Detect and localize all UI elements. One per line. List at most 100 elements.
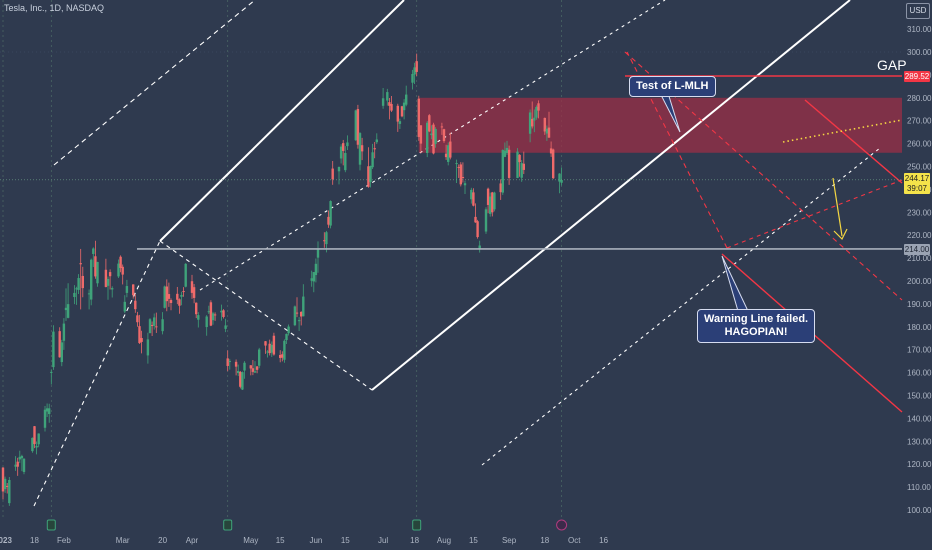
candle-body <box>104 269 108 287</box>
event-marker <box>46 519 56 531</box>
time-tick-label: 20 <box>158 536 167 545</box>
price-label-support: 214.00 <box>904 244 930 255</box>
candle-body <box>195 302 198 315</box>
candle-body <box>169 300 173 303</box>
price-tick-label: 110.00 <box>907 483 931 492</box>
candle-body <box>155 326 158 328</box>
price-tick-label: 210.00 <box>907 254 932 263</box>
candle-body <box>136 315 139 323</box>
pitchfork-median-line <box>371 0 851 391</box>
candle-body <box>472 192 475 206</box>
candle-body <box>413 67 416 75</box>
candle-body <box>18 456 21 460</box>
candle-body <box>474 216 477 223</box>
candle-body <box>430 133 433 136</box>
candle-body <box>92 248 95 254</box>
candle-body <box>461 177 465 179</box>
price-tick-label: 280.00 <box>907 94 932 103</box>
price-tick-label: 170.00 <box>907 346 932 355</box>
candle-body <box>211 313 215 321</box>
candle-body <box>283 340 286 360</box>
candle-body <box>499 183 502 193</box>
candle-body <box>205 316 208 328</box>
candle-body <box>400 106 404 117</box>
price-tick-label: 140.00 <box>907 414 932 423</box>
candle-body <box>119 256 122 268</box>
candle-body <box>381 98 385 106</box>
candle-body <box>312 272 315 282</box>
time-tick-label: 2023 <box>0 536 12 545</box>
candle-body <box>184 263 187 287</box>
candle-body <box>58 331 61 358</box>
candle-body <box>272 335 276 355</box>
candle-body <box>367 166 370 187</box>
candle-body <box>302 296 305 317</box>
candle-body <box>371 152 374 168</box>
candle-body <box>293 306 297 326</box>
candle-body <box>121 266 124 275</box>
time-tick-label: 18 <box>540 536 549 545</box>
candle-body <box>549 148 553 154</box>
candle-body <box>167 294 171 299</box>
time-tick-label: Apr <box>186 536 199 545</box>
candle-body <box>45 408 49 412</box>
candle-body <box>323 240 326 242</box>
candle-body <box>249 365 252 369</box>
time-tick-label: 15 <box>341 536 350 545</box>
candle-body <box>537 103 540 111</box>
candle-body <box>48 408 51 415</box>
candle-body <box>398 121 402 124</box>
currency-button[interactable]: USD <box>906 3 930 19</box>
candle-body <box>405 94 408 105</box>
candle-body <box>402 102 406 111</box>
zones <box>418 97 902 153</box>
candle-body <box>146 339 150 356</box>
candle-body <box>20 455 24 459</box>
candle-body <box>486 188 490 205</box>
candle-body <box>287 326 290 334</box>
candle-body <box>258 349 261 366</box>
candle-body <box>457 166 460 168</box>
candle-body <box>434 128 437 144</box>
candle-body <box>87 293 91 295</box>
candle-body <box>507 149 511 178</box>
candle-body <box>428 115 431 132</box>
candle-body <box>190 281 194 293</box>
event-marker <box>556 519 568 531</box>
candle-body <box>165 286 168 302</box>
candle-body <box>182 291 185 293</box>
event-marker <box>412 519 422 531</box>
callout-warning-line-1: Warning Line failed. <box>704 313 809 325</box>
candle-body <box>255 366 259 370</box>
candle-body <box>6 485 9 487</box>
candle-body <box>285 333 288 341</box>
price-label-countdown: 39:07 <box>904 183 930 194</box>
candle-body <box>489 196 492 214</box>
price-tick-label: 300.00 <box>907 48 932 57</box>
candle-body <box>117 263 120 277</box>
candle-body <box>547 127 551 138</box>
candle-body <box>163 286 166 308</box>
time-tick-label: 16 <box>599 536 608 545</box>
candle-body <box>310 278 313 281</box>
candle-body <box>337 166 341 172</box>
candle-body <box>396 105 399 122</box>
time-tick-label: Mar <box>116 536 130 545</box>
pitchfork-outer-upper <box>53 0 256 166</box>
candle-body <box>300 311 303 317</box>
candle-body <box>426 122 429 153</box>
candle-body <box>22 458 26 472</box>
candle-body <box>220 310 223 313</box>
candle-body <box>531 118 534 127</box>
candle-body <box>16 461 19 467</box>
candle-body <box>560 180 563 183</box>
price-tick-label: 230.00 <box>907 208 932 217</box>
time-tick-label: May <box>243 536 258 545</box>
price-tick-label: 150.00 <box>907 392 932 401</box>
candle-body <box>77 278 80 290</box>
candle-body <box>224 325 227 329</box>
price-tick-label: 130.00 <box>907 437 932 446</box>
candle-body <box>344 152 347 171</box>
candle-body <box>178 299 181 306</box>
